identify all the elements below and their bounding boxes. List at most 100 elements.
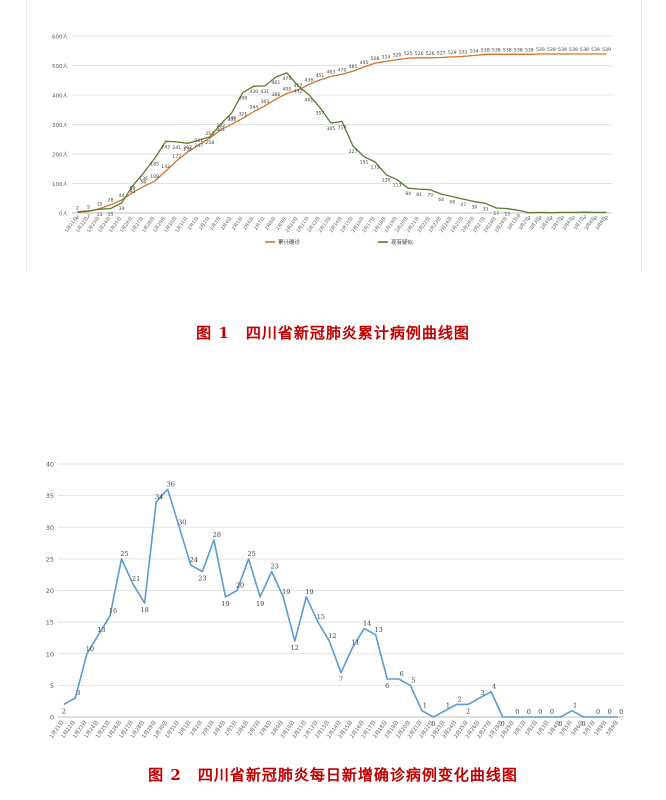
figure1-data-label: 9 — [517, 213, 520, 219]
figure2-data-label: 24 — [190, 556, 198, 564]
figure2-data-label: 0 — [596, 708, 600, 716]
figure2-data-label: 25 — [120, 550, 128, 558]
figure1-data-label: 539 — [602, 47, 611, 53]
figure1-y-tick-label: 300人 — [52, 122, 68, 129]
figure2-data-label: 19 — [305, 588, 313, 596]
figure1-data-label: 1 — [550, 216, 553, 222]
figure1-data-label: 2 — [561, 215, 564, 221]
figure1-data-label: 534 — [470, 48, 479, 54]
figure1-data-label: 539 — [591, 47, 600, 53]
figure1-data-label: 15 — [97, 202, 103, 208]
figure2-data-label: 1 — [423, 702, 427, 710]
figure1-data-label: 33 — [482, 206, 488, 212]
figure1-y-tick-label: 400人 — [52, 93, 68, 100]
figure1-series-line — [77, 72, 607, 214]
figure2-data-label: 19 — [282, 588, 290, 596]
figure1-data-label: 2 — [572, 215, 575, 221]
figure1-data-label: 481 — [349, 64, 358, 70]
figure2-data-label: 19 — [256, 600, 264, 608]
figure2-y-tick-label: 40 — [46, 461, 54, 469]
figure1-data-label: 305 — [327, 126, 336, 132]
figure2-y-tick-label: 25 — [46, 555, 54, 563]
figure1-data-label: 13 — [97, 212, 103, 218]
figure2-data-label: 11 — [351, 638, 359, 646]
figure1-data-label: 92 — [130, 189, 136, 195]
figure2-y-tick-label: 5 — [50, 682, 54, 690]
figure1-data-label: 108 — [150, 174, 159, 180]
figure2-data-label: 7 — [339, 676, 343, 684]
figure2-data-label: 2 — [62, 707, 66, 715]
figure1-data-label: 520 — [393, 53, 402, 59]
figure1-data-label: 241 — [172, 145, 181, 151]
figure1-data-label: 44 — [119, 193, 125, 199]
figure2-data-label: 12 — [328, 632, 336, 640]
figure2-data-label: 2 — [457, 695, 461, 703]
figure1-data-label: 4 — [76, 215, 79, 221]
figure1-data-label: 538 — [503, 47, 512, 53]
figure1-data-label: 310 — [338, 125, 347, 131]
figure1-data-label: 526 — [415, 51, 424, 57]
figure1-y-tick-label: 100人 — [52, 181, 68, 188]
figure2-data-label: 14 — [363, 619, 371, 627]
figure1-data-label: 5 — [87, 205, 90, 211]
figure2-data-label: 2 — [466, 707, 470, 715]
figure1-data-label: 1 — [528, 216, 531, 222]
figure2-data-label: 0 — [527, 708, 531, 716]
figure1-data-label: 514 — [382, 54, 391, 60]
figure1-data-label: 247 — [194, 143, 203, 149]
figure1-data-label: 526 — [426, 51, 435, 57]
figure1-data-label: 2 — [605, 215, 608, 221]
figure2-data-label: 23 — [271, 563, 279, 571]
figure2-caption: 图 2 四川省新冠肺炎每日新增确诊病例变化曲线图 — [148, 766, 518, 784]
figure1-data-label: 69 — [130, 186, 136, 192]
figure1-data-label: 531 — [459, 49, 468, 55]
figure1-data-label: 173 — [371, 165, 380, 171]
figure2-data-label: 6 — [400, 670, 404, 678]
figure2-data-label: 0 — [582, 720, 586, 728]
figure1-data-label: 451 — [316, 73, 325, 79]
figure1-data-label: 538 — [492, 47, 501, 53]
figure1-data-label: 236 — [183, 146, 192, 152]
figure2-data-label: 23 — [198, 575, 206, 583]
figure2-data-label: 15 — [317, 613, 325, 621]
figure1-data-label: 282 — [216, 123, 225, 129]
legend-label-2: 现有疑似 — [391, 238, 414, 246]
figure2-data-label: 1 — [446, 702, 450, 710]
figure2-y-tick-label: 10 — [46, 650, 54, 658]
figure1-data-label: 431 — [260, 89, 269, 95]
figure1-data-label: 301 — [216, 127, 225, 133]
figure1-data-label: 470 — [338, 67, 347, 73]
figure1-data-label: 539 — [547, 47, 556, 53]
figure1-data-label: 185 — [150, 161, 159, 167]
figure1-data-label: 321 — [238, 111, 247, 117]
figure1-data-label: 529 — [448, 50, 457, 56]
figure2-data-label: 1 — [573, 702, 577, 710]
figure1-chart: 0人100人200人300人400人500人600人1月21日1月22日1月23… — [52, 34, 612, 246]
figure1-data-label: 177 — [172, 154, 181, 160]
figure2-data-label: 20 — [236, 582, 244, 590]
figure2-y-tick-label: 15 — [46, 619, 54, 627]
figure1-data-label: 2 — [76, 205, 79, 211]
figure2-data-label: 18 — [140, 606, 148, 614]
figure2-data-label: 34 — [155, 493, 163, 501]
figure1-data-label: 64 — [438, 197, 444, 203]
figure1-data-label: 538 — [514, 47, 523, 53]
figure1-data-label: 463 — [327, 69, 336, 75]
figure2-data-label: 0 — [515, 708, 519, 716]
figure1-data-label: 386 — [271, 92, 280, 98]
figure2-data-label: 13 — [375, 626, 383, 634]
figure1-data-label: 301 — [227, 117, 236, 123]
figure1-data-label: 539 — [536, 47, 545, 53]
figure2-data-label: 5 — [411, 676, 415, 684]
figure1-data-label: 142 — [161, 164, 170, 170]
figure1-data-label: 525 — [404, 51, 413, 57]
figure2-data-label: 3 — [481, 689, 485, 697]
figure1-data-label: 34 — [119, 206, 125, 212]
figure1-data-label: 130 — [382, 178, 391, 184]
figure1-data-label: 28 — [108, 198, 114, 204]
figure1-data-label: 227 — [349, 149, 358, 155]
figure2-data-label: 0 — [550, 708, 554, 716]
figure1-caption: 图 1 四川省新冠肺炎累计病例曲线图 — [196, 324, 470, 342]
figure1-data-label: 81 — [416, 192, 422, 198]
